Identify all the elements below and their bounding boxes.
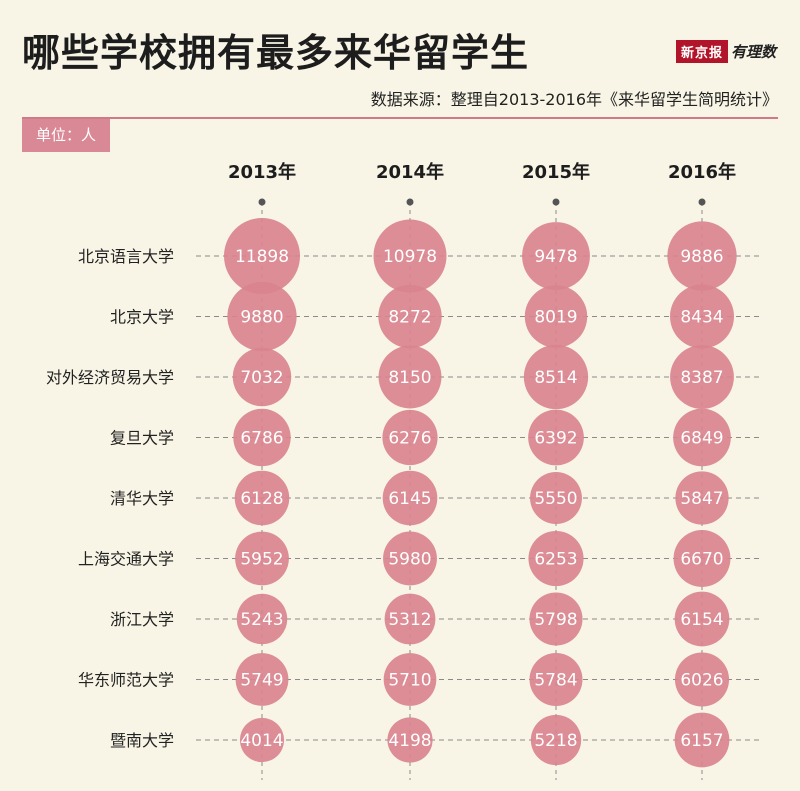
data-source: 数据来源：整理自2013-2016年《来华留学生简明统计》	[370, 90, 778, 109]
value-bubble	[378, 284, 442, 349]
value-bubble	[524, 285, 588, 348]
university-label: 华东师范大学	[78, 671, 174, 690]
value-bubble	[382, 470, 438, 526]
value-label: 6849	[680, 429, 723, 449]
value-label: 4198	[388, 731, 431, 751]
year-header: 2016年	[668, 161, 736, 183]
year-header: 2013年	[228, 161, 296, 183]
value-bubble	[227, 281, 297, 352]
value-label: 6154	[680, 610, 723, 630]
value-label: 5710	[388, 671, 431, 691]
university-label: 对外经济贸易大学	[46, 368, 174, 387]
value-bubble	[674, 712, 730, 768]
value-bubble	[383, 653, 437, 706]
brand-logo: 新京报 有理数	[675, 40, 776, 63]
value-label: 5749	[240, 671, 283, 691]
value-bubble	[530, 714, 582, 766]
value-bubble	[670, 284, 734, 349]
university-label: 复旦大学	[110, 429, 174, 448]
value-label: 6026	[680, 671, 723, 691]
value-bubble	[528, 530, 584, 587]
logo-newspaper-mark: 新京报	[675, 40, 728, 63]
value-bubble	[528, 409, 584, 466]
value-bubble	[233, 408, 291, 467]
value-label: 6670	[680, 550, 723, 570]
value-label: 5847	[680, 489, 723, 509]
value-label: 9880	[240, 308, 283, 328]
value-bubble	[673, 530, 731, 587]
value-label: 8019	[534, 308, 577, 328]
university-label: 上海交通大学	[78, 550, 174, 569]
header-divider	[22, 117, 778, 119]
value-bubble	[224, 218, 300, 294]
value-bubble	[529, 653, 583, 706]
value-label: 5550	[534, 489, 577, 509]
value-bubble	[387, 717, 433, 763]
column-marker-dot	[698, 198, 706, 206]
column-marker-dot	[552, 198, 560, 206]
column-marker-dot	[258, 198, 266, 206]
value-label: 8434	[680, 308, 723, 328]
value-label: 6392	[534, 429, 577, 449]
unit-badge: 单位：人	[22, 119, 111, 152]
value-bubble	[232, 347, 292, 407]
value-label: 6786	[240, 429, 283, 449]
university-label: 清华大学	[110, 489, 174, 508]
value-label: 8272	[388, 308, 431, 328]
value-label: 5798	[534, 610, 577, 630]
university-label: 北京大学	[110, 308, 174, 327]
value-label: 5218	[534, 731, 577, 751]
university-label: 北京语言大学	[78, 247, 174, 266]
value-bubble	[383, 531, 437, 586]
value-bubble	[673, 408, 731, 467]
university-label: 暨南大学	[110, 731, 174, 750]
value-label: 8514	[534, 368, 577, 388]
university-label: 浙江大学	[110, 610, 174, 629]
value-label: 8150	[388, 368, 431, 388]
value-label: 11898	[235, 247, 289, 267]
year-header: 2014年	[376, 161, 444, 183]
value-bubble	[234, 470, 290, 526]
value-label: 10978	[383, 247, 437, 267]
value-bubble	[667, 221, 737, 291]
value-bubble	[522, 222, 590, 290]
column-marker-dot	[406, 198, 414, 206]
value-label: 6145	[388, 489, 431, 509]
year-header: 2015年	[522, 161, 590, 183]
value-label: 4014	[240, 731, 283, 751]
value-label: 5980	[388, 550, 431, 570]
value-bubble	[384, 593, 436, 645]
value-label: 9886	[680, 247, 723, 267]
value-label: 6253	[534, 550, 577, 570]
value-bubble	[670, 345, 734, 409]
value-bubble	[235, 531, 289, 586]
value-bubble	[523, 344, 589, 410]
value-label: 6157	[680, 731, 723, 751]
value-bubble	[373, 219, 447, 293]
value-label: 5952	[240, 550, 283, 570]
value-bubble	[236, 593, 288, 645]
page-title: 哪些学校拥有最多来华留学生	[22, 31, 530, 75]
value-bubble	[235, 653, 289, 706]
value-bubble	[382, 409, 438, 466]
value-bubble	[530, 472, 582, 524]
value-label: 9478	[534, 247, 577, 267]
value-bubble	[529, 592, 583, 646]
value-bubble	[239, 717, 285, 763]
value-bubble	[378, 345, 442, 409]
value-label: 5784	[534, 671, 577, 691]
value-label: 8387	[680, 368, 723, 388]
value-bubble	[674, 591, 730, 647]
value-label: 6128	[240, 489, 283, 509]
value-label: 5243	[240, 610, 283, 630]
logo-column-mark: 有理数	[730, 43, 776, 61]
value-bubble	[675, 471, 729, 525]
value-label: 6276	[388, 429, 431, 449]
value-label: 5312	[388, 610, 431, 630]
value-bubble	[674, 652, 730, 707]
value-label: 7032	[240, 368, 283, 388]
